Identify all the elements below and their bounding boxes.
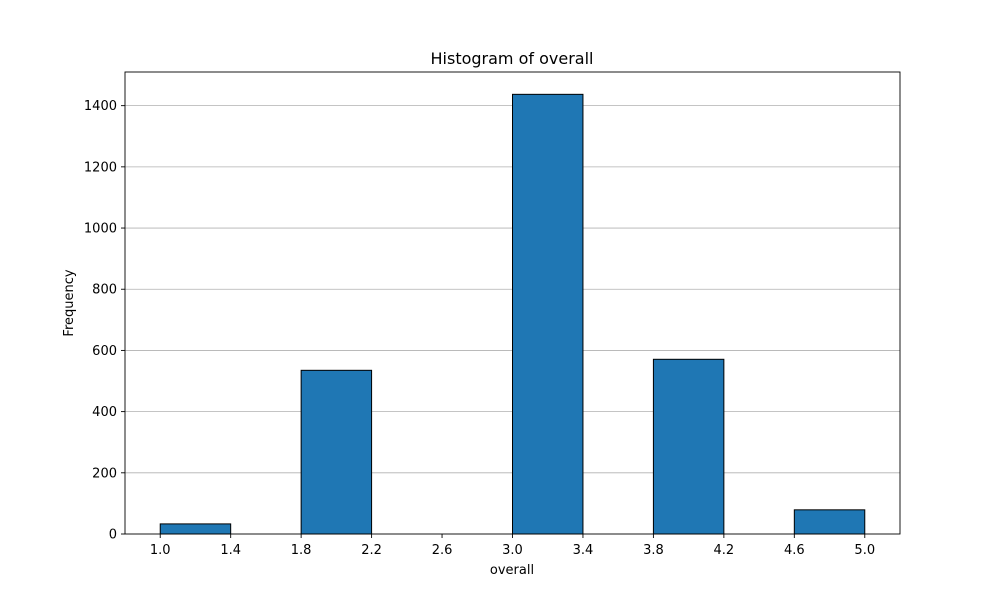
y-tick-label: 1400	[84, 99, 117, 114]
x-tick-label: 1.4	[220, 543, 241, 558]
histogram-bar	[652, 358, 725, 535]
y-tick-label: 1200	[84, 160, 117, 175]
histogram-bar	[512, 93, 584, 535]
y-tick-label: 400	[92, 405, 117, 420]
chart-title: Histogram of overall	[431, 49, 594, 68]
x-tick-label: 2.2	[361, 543, 382, 558]
x-axis-label: overall	[490, 563, 534, 578]
axis-layer: 0 200 400 600 800 1000 1200 1400 1.0 1.4 1.8 2.2 2.6…	[84, 71, 901, 558]
y-axis-label: Frequency	[62, 269, 77, 336]
y-tick-label: 800	[92, 283, 117, 298]
histogram-bar	[159, 523, 232, 535]
x-tick-label: 5.0	[854, 543, 875, 558]
x-tick-label: 3.0	[502, 543, 523, 558]
x-tick-label: 4.6	[784, 543, 805, 558]
x-tick-label: 2.6	[432, 543, 453, 558]
y-tick-label: 1000	[84, 222, 117, 237]
x-tick-label: 4.2	[714, 543, 735, 558]
y-tick-label: 600	[92, 344, 117, 359]
x-tick-label: 3.8	[643, 543, 664, 558]
histogram-bar	[300, 369, 373, 535]
x-tick-label: 3.4	[573, 543, 594, 558]
histogram-bar	[793, 509, 866, 535]
x-tick-label: 1.8	[291, 543, 312, 558]
y-tick-label: 200	[92, 466, 117, 481]
x-tick-label: 1.0	[150, 543, 171, 558]
y-tick-label: 0	[109, 528, 117, 543]
bar-layer	[159, 93, 866, 535]
